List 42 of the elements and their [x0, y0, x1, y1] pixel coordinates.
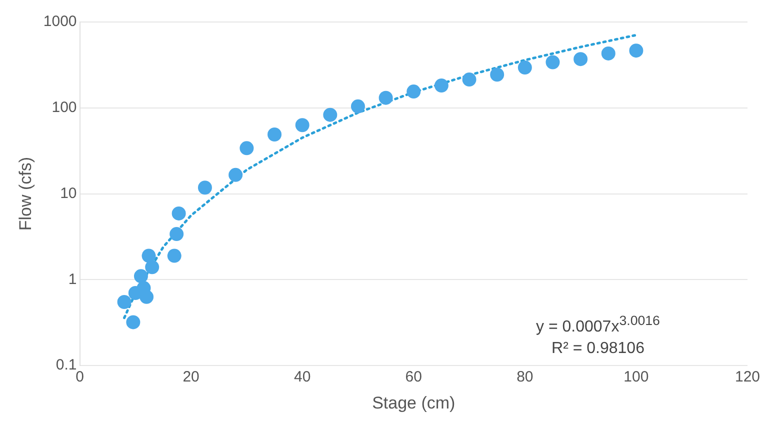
point [518, 60, 532, 75]
point [406, 84, 421, 99]
x-tick-label: 100 [624, 368, 649, 386]
point [434, 78, 448, 93]
x-tick-label: 60 [405, 368, 422, 386]
point [378, 90, 393, 105]
point [268, 128, 282, 142]
point [145, 260, 160, 274]
point [350, 99, 365, 114]
point [462, 72, 476, 87]
y-tick-label: 1000 [43, 13, 77, 30]
y-axis-title: Flow (cfs) [16, 156, 35, 231]
x-tick-label: 80 [516, 368, 534, 386]
annotation: R² = 0.98106 [550, 339, 646, 360]
point [574, 52, 588, 66]
point [198, 180, 212, 195]
point [490, 68, 504, 82]
point [140, 290, 154, 304]
point [126, 315, 140, 330]
annotation: y = 0.0007x$^{3.0016}$ [535, 312, 661, 338]
y-tick-label: 0.1 [56, 356, 77, 374]
point [546, 55, 560, 70]
point [240, 141, 254, 156]
point [172, 206, 186, 220]
y-tick-label: 10 [60, 184, 77, 202]
point [117, 295, 132, 310]
point [142, 248, 156, 263]
x-tick-label: 0 [76, 368, 84, 386]
point [629, 44, 644, 58]
point [134, 269, 148, 284]
x-tick-label: 120 [734, 368, 760, 386]
point [323, 108, 338, 122]
point [170, 227, 184, 242]
x-tick-label: 20 [182, 368, 200, 386]
y-tick-label: 100 [52, 99, 77, 116]
point [167, 248, 182, 263]
y-tick-label: 1 [68, 270, 77, 288]
point [601, 46, 616, 60]
x-tick-label: 40 [294, 368, 311, 386]
point [295, 118, 310, 132]
point [228, 168, 243, 182]
x-axis-title: Stage (cm) [372, 393, 456, 412]
